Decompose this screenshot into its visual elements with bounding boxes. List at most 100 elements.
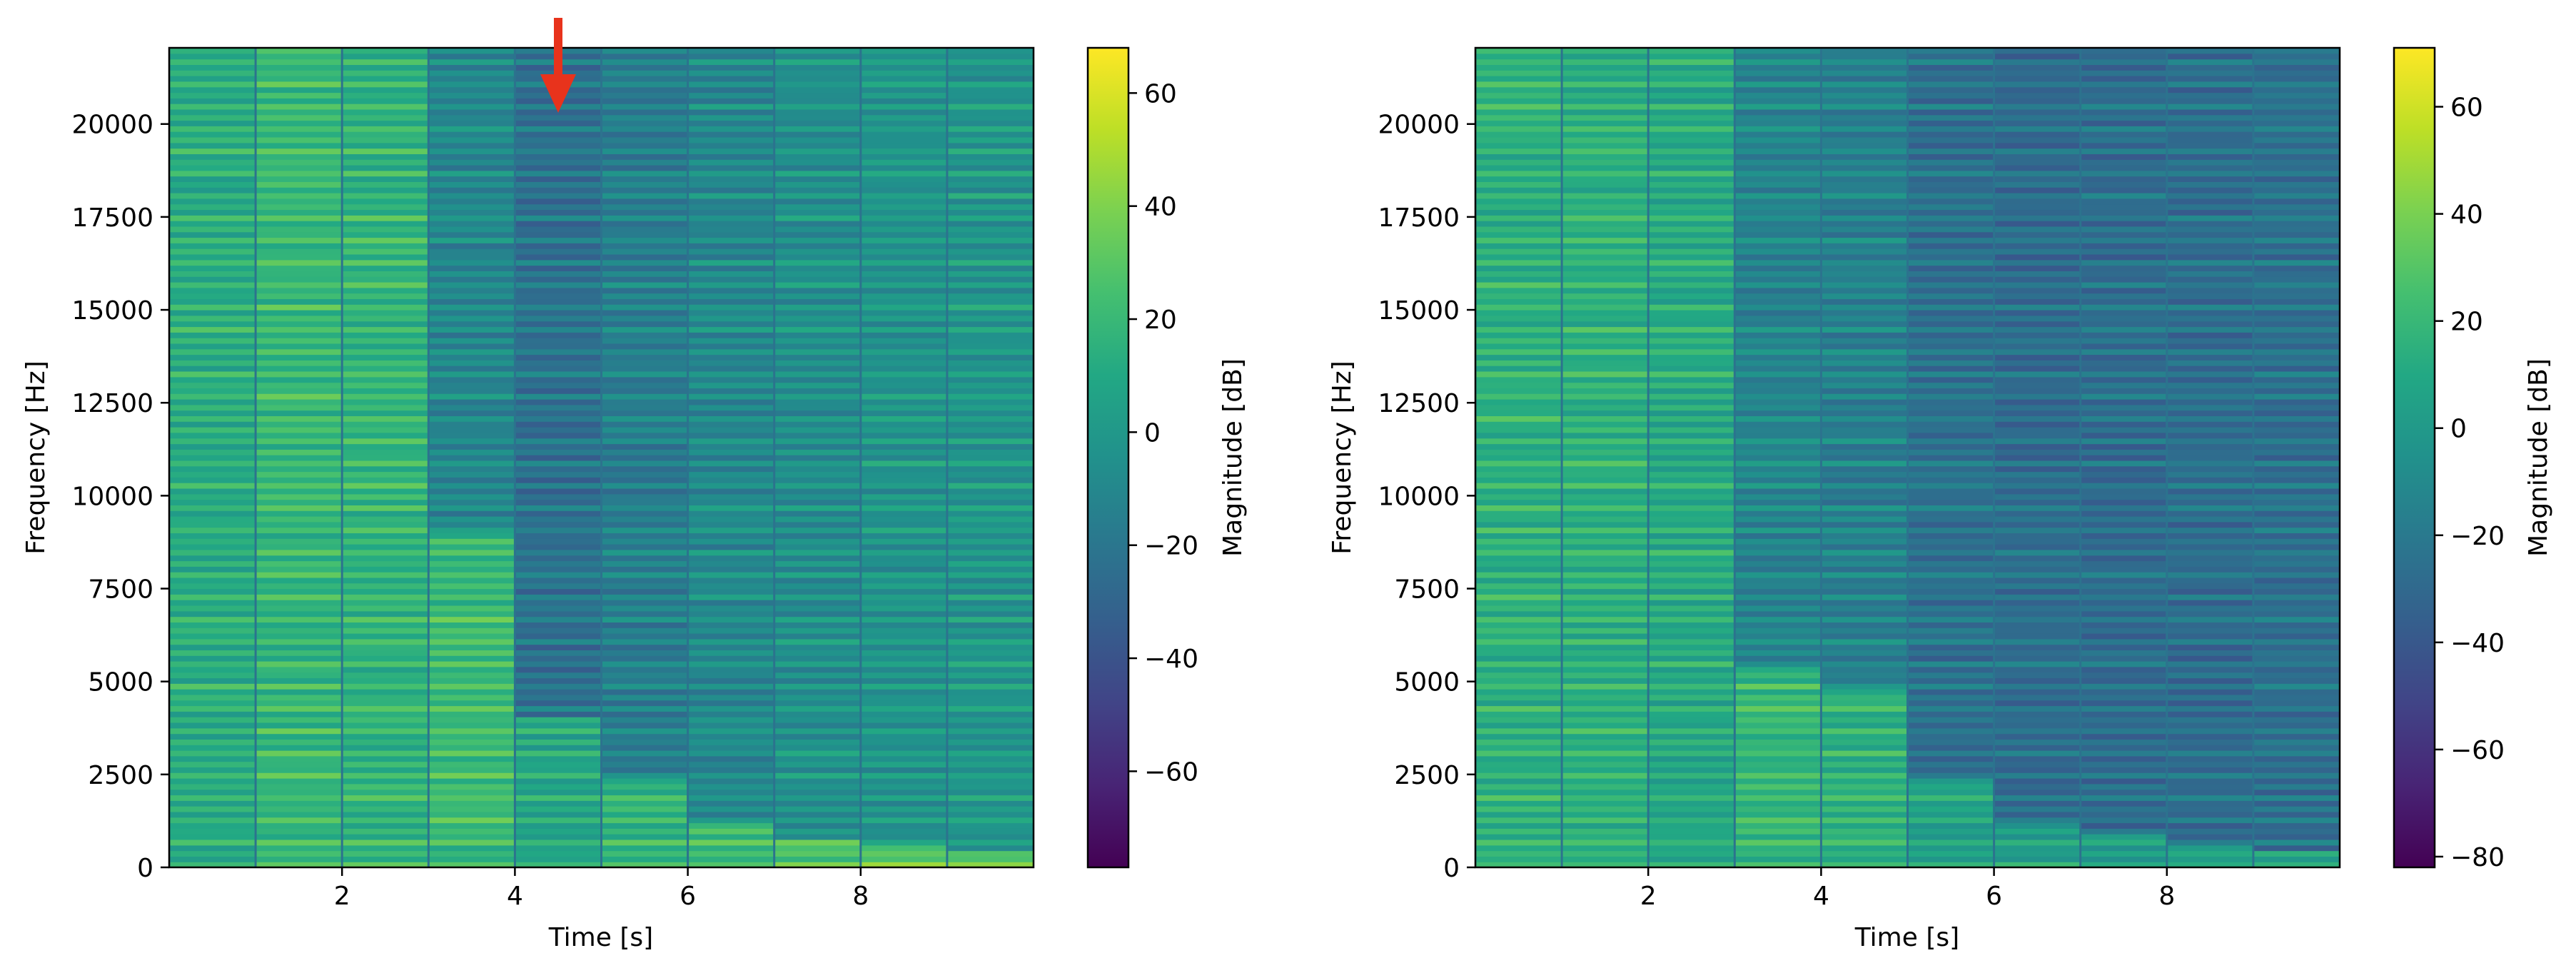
- time-segment: [1475, 48, 1562, 867]
- y-tick-label: 2500: [88, 761, 153, 790]
- segment-boundary: [427, 48, 430, 867]
- right-x-axis-ticks: 2 4 6 8: [1640, 867, 2175, 911]
- right-colorbar-ticks: −80 −60 −40 −20 0 20 40 60: [2435, 94, 2505, 872]
- right-x-axis-label: Time [s]: [1854, 923, 1959, 952]
- time-segment: [256, 48, 343, 867]
- colorbar-tick-label: 60: [1144, 79, 1177, 109]
- left-y-axis-label: Frequency [Hz]: [21, 361, 51, 554]
- left-spectrogram-image: [169, 48, 1034, 867]
- arrow-shaft: [554, 18, 562, 76]
- right-colorbar: [2394, 48, 2435, 867]
- y-tick-label: 10000: [1378, 482, 1460, 511]
- segment-boundary: [2252, 48, 2255, 867]
- x-tick-label: 8: [852, 882, 869, 911]
- y-tick-label: 2500: [1394, 761, 1460, 790]
- y-tick-label: 12500: [71, 389, 153, 418]
- time-segment: [860, 48, 948, 867]
- colorbar-tick-label: 20: [1144, 306, 1177, 335]
- left-colorbar-label: Magnitude [dB]: [1218, 358, 1248, 557]
- time-segment: [774, 48, 862, 867]
- time-segment: [1734, 48, 1822, 867]
- colorbar-tick-label: 40: [1144, 193, 1177, 222]
- segment-boundary: [1993, 48, 1996, 867]
- segment-boundary: [1819, 48, 1822, 867]
- right-plot-frame: [1474, 46, 2341, 869]
- y-tick-label: 7500: [1394, 575, 1460, 605]
- x-tick-label: 2: [1640, 882, 1657, 911]
- time-segment: [169, 48, 256, 867]
- y-tick-label: 15000: [71, 296, 153, 326]
- left-plot-frame: [168, 46, 1035, 869]
- y-tick-label: 20000: [1378, 111, 1460, 140]
- time-segment: [687, 48, 775, 867]
- segment-boundary: [773, 48, 776, 867]
- time-segment: [2253, 48, 2340, 867]
- segment-boundary: [1560, 48, 1563, 867]
- segment-boundary: [2079, 48, 2082, 867]
- red-arrow-annotation: [540, 18, 576, 113]
- colorbar-tick-label: −20: [1144, 532, 1198, 561]
- time-segment: [1648, 48, 1735, 867]
- time-segment: [946, 48, 1034, 867]
- y-tick-label: 5000: [1394, 668, 1460, 697]
- colorbar-tick-label: −20: [2450, 522, 2505, 551]
- segment-boundary: [1647, 48, 1650, 867]
- segment-boundary: [946, 48, 949, 867]
- left-spectrogram-panel: 2 4 6 8 0 2500 5000 7500 10000 12500 15000 17500 20…: [21, 18, 1248, 952]
- y-tick-label: 0: [1443, 854, 1460, 883]
- segment-boundary: [254, 48, 257, 867]
- segment-boundary: [1906, 48, 1909, 867]
- time-segment: [1821, 48, 1909, 867]
- time-segment: [1562, 48, 1649, 867]
- y-tick-label: 10000: [71, 482, 153, 511]
- right-spectrogram-image: [1475, 48, 2340, 867]
- y-tick-label: 7500: [88, 575, 153, 605]
- colorbar-tick-label: 60: [2450, 94, 2483, 123]
- right-y-axis-ticks: 0 2500 5000 7500 10000 12500 15000 17500 20000: [1378, 111, 1475, 883]
- colorbar-tick-label: −40: [1144, 645, 1198, 674]
- x-tick-label: 4: [1813, 882, 1829, 911]
- colorbar-tick-label: −80: [2450, 843, 2505, 872]
- time-segment: [342, 48, 429, 867]
- segment-boundary: [859, 48, 862, 867]
- y-tick-label: 20000: [71, 111, 153, 140]
- segment-boundary: [2166, 48, 2168, 867]
- segment-boundary: [513, 48, 516, 867]
- colorbar-tick-label: 20: [2450, 308, 2483, 337]
- colorbar-tick-label: 0: [2450, 415, 2467, 444]
- y-tick-label: 5000: [88, 668, 153, 697]
- time-segment: [2166, 48, 2254, 867]
- right-colorbar-label: Magnitude [dB]: [2524, 358, 2553, 557]
- left-x-axis-label: Time [s]: [548, 923, 653, 952]
- time-segment: [1994, 48, 2081, 867]
- segment-boundary: [340, 48, 343, 867]
- left-y-axis-ticks: 0 2500 5000 7500 10000 12500 15000 17500 20000: [71, 111, 169, 883]
- right-colorbar-frame: [2393, 46, 2436, 869]
- left-colorbar: [1088, 48, 1128, 867]
- y-tick-label: 0: [137, 854, 153, 883]
- time-segment: [428, 48, 515, 867]
- left-x-axis-ticks: 2 4 6 8: [334, 867, 869, 911]
- arrow-head: [540, 74, 576, 113]
- colorbar-tick-label: −40: [2450, 629, 2505, 658]
- x-tick-label: 4: [507, 882, 523, 911]
- colorbar-tick-label: 40: [2450, 201, 2483, 230]
- colorbar-tick-label: 0: [1144, 418, 1161, 448]
- segment-boundary: [687, 48, 690, 867]
- colorbar-tick-label: −60: [1144, 757, 1198, 787]
- time-segment: [515, 48, 602, 867]
- time-segment: [2080, 48, 2168, 867]
- y-tick-label: 12500: [1378, 389, 1460, 418]
- left-colorbar-frame: [1086, 46, 1130, 869]
- y-tick-label: 17500: [1378, 203, 1460, 233]
- time-segment: [1907, 48, 1995, 867]
- colorbar-tick-label: −60: [2450, 736, 2505, 765]
- x-tick-label: 8: [2158, 882, 2175, 911]
- segment-boundary: [600, 48, 602, 867]
- time-segment: [601, 48, 689, 867]
- x-tick-label: 6: [1986, 882, 2002, 911]
- segment-boundary: [1733, 48, 1736, 867]
- y-tick-label: 17500: [71, 203, 153, 233]
